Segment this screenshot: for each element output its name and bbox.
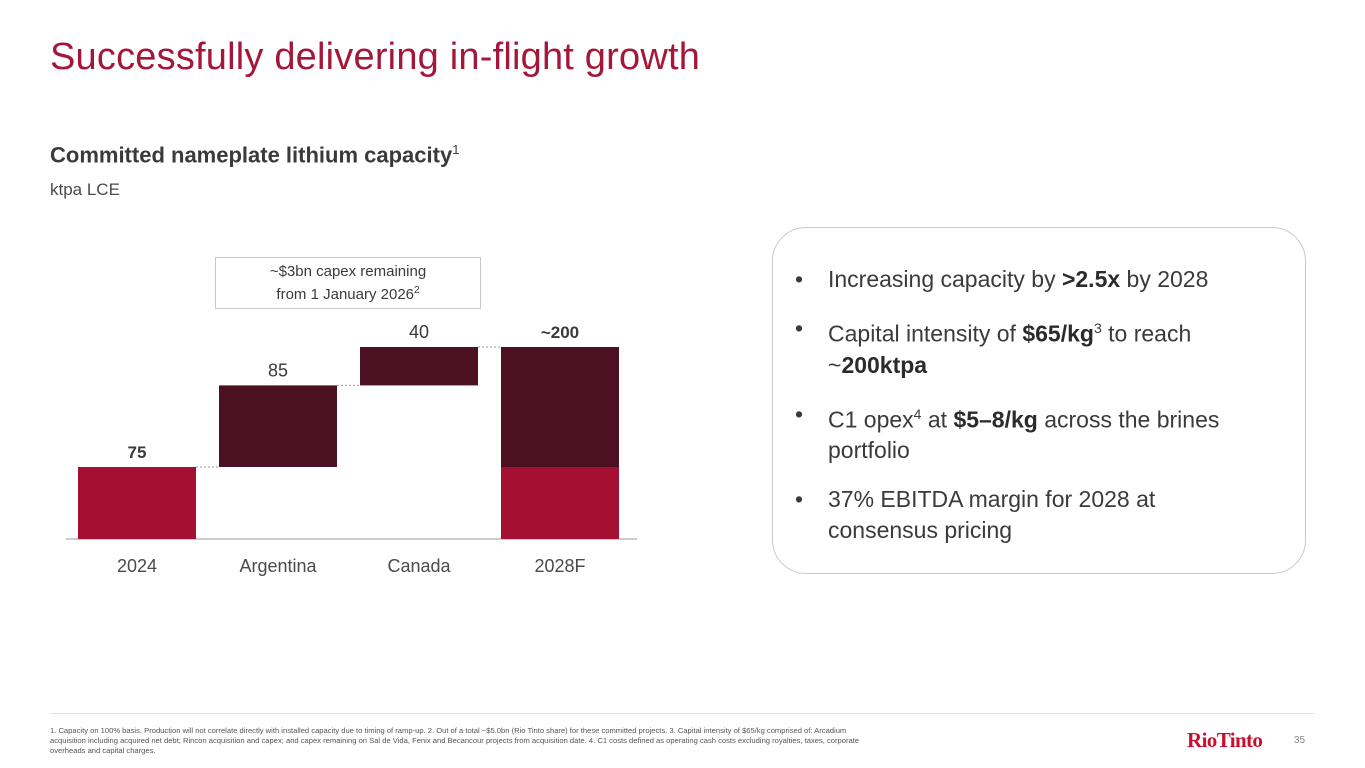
- bullet-glyph: •: [795, 486, 804, 513]
- bar-argentina-increment: [219, 385, 337, 467]
- slide-title: Successfully delivering in-flight growth: [50, 36, 701, 78]
- waterfall-chart: 75 85 40 ~200 2024 Argentina Canada 2028F: [66, 322, 637, 576]
- bar-2028f-base: [501, 467, 619, 539]
- bullet-glyph: •: [795, 315, 804, 341]
- key-point-item: • C1 opex4 at $5–8/kg across the brines p…: [795, 400, 1220, 464]
- data-label-canada: 40: [409, 322, 429, 342]
- bar-2024-base: [78, 467, 196, 539]
- page-number: 35: [1294, 735, 1306, 746]
- x-tick-label: Argentina: [239, 556, 317, 576]
- chart-unit-label: ktpa LCE: [50, 180, 120, 199]
- key-points-callout: • Increasing capacity by >2.5x by 2028 • Ca…: [772, 227, 1306, 574]
- x-tick-label: 2024: [117, 556, 157, 576]
- rio-tinto-logo: RioTinto: [1187, 728, 1263, 752]
- chart-heading: Committed nameplate lithium capacity1: [50, 142, 459, 168]
- key-points-list: • Increasing capacity by >2.5x by 2028 • Ca…: [773, 228, 1305, 546]
- capex-box-line1: ~$3bn capex remaining: [269, 263, 427, 280]
- key-point-item: • 37% EBITDA margin for 2028 at consensus…: [795, 486, 1156, 544]
- bullet-glyph: •: [795, 266, 804, 292]
- x-tick-label: Canada: [387, 556, 451, 576]
- chart-heading-text: Committed nameplate lithium capacity: [50, 142, 453, 168]
- x-tick-label: 2028F: [534, 556, 585, 576]
- key-point-item: • Capital intensity of $65/kg3 to reach ~…: [795, 315, 1192, 378]
- bar-2028f-increment: [501, 347, 619, 467]
- data-label-2024: 75: [128, 443, 147, 462]
- bullet-glyph: •: [795, 400, 804, 427]
- key-point-item: • Increasing capacity by >2.5x by 2028: [795, 264, 1265, 295]
- bar-canada-increment: [360, 347, 478, 386]
- capex-remaining-box: ~$3bn capex remaining from 1 January 202…: [215, 257, 481, 309]
- footer-divider: [50, 713, 1315, 714]
- capex-box-line2: from 1 January 20262: [276, 285, 420, 303]
- data-label-2028f: ~200: [541, 323, 579, 342]
- capex-box-footnote-ref: 2: [414, 285, 420, 296]
- footnotes: 1. Capacity on 100% basis. Production wi…: [50, 726, 860, 755]
- chart-heading-footnote-ref: 1: [452, 142, 460, 157]
- data-label-argentina: 85: [268, 360, 288, 380]
